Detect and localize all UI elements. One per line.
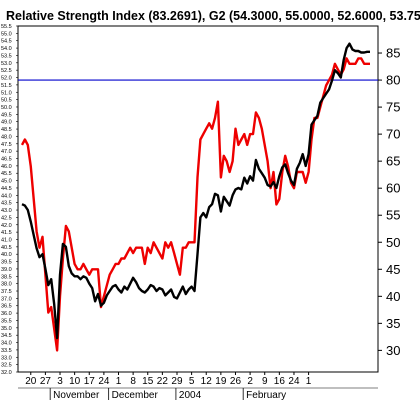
month-label: November: [53, 390, 100, 400]
left-tick-label: 38.5: [1, 274, 12, 280]
bottom-tick-label: 26: [230, 376, 242, 387]
left-tick-label: 35.0: [1, 326, 12, 332]
left-tick-label: 45.5: [1, 171, 12, 177]
left-tick-label: 44.0: [1, 193, 12, 199]
bottom-tick-label: 5: [189, 376, 195, 387]
bottom-tick-label: 1: [306, 376, 312, 387]
chart-title: Relative Strength Index (83.2691), G2 (5…: [6, 9, 420, 23]
bottom-tick-label: 16: [274, 376, 286, 387]
left-tick-label: 47.5: [1, 142, 12, 148]
left-tick-label: 44.5: [1, 186, 12, 192]
left-tick-label: 32.5: [1, 363, 12, 369]
left-tick-label: 55.5: [1, 24, 12, 30]
left-tick-label: 33.0: [1, 355, 12, 361]
left-tick-label: 35.5: [1, 318, 12, 324]
left-tick-label: 54.0: [1, 46, 12, 52]
left-tick-label: 32.0: [1, 370, 12, 376]
right-tick-label: 70: [386, 127, 400, 142]
right-tick-label: 45: [386, 262, 400, 277]
left-tick-label: 50.5: [1, 98, 12, 104]
left-tick-label: 47.0: [1, 149, 12, 155]
left-tick-label: 37.5: [1, 289, 12, 295]
left-tick-label: 51.5: [1, 83, 12, 89]
left-tick-label: 38.0: [1, 282, 12, 288]
bottom-tick-label: 15: [142, 376, 154, 387]
right-tick-label: 30: [386, 343, 400, 358]
right-tick-label: 65: [386, 154, 400, 169]
bottom-tick-label: 19: [215, 376, 227, 387]
left-tick-label: 40.0: [1, 252, 12, 258]
bottom-axis: 20 27 3 10 17 24 1 8 15 22 29 5 12 19 26 2 9 16 24 1Novembe…: [18, 372, 378, 401]
left-tick-label: 50.0: [1, 105, 12, 111]
bottom-tick-label: 29: [171, 376, 183, 387]
left-tick-label: 36.5: [1, 304, 12, 310]
left-tick-label: 43.0: [1, 208, 12, 214]
right-axis: 30 35 40 45 50 55 60 65 70 75 80 85: [378, 46, 400, 358]
left-tick-label: 46.5: [1, 157, 12, 163]
bottom-tick-label: 20: [25, 376, 37, 387]
left-tick-label: 46.0: [1, 164, 12, 170]
right-tick-label: 40: [386, 289, 400, 304]
left-tick-label: 53.5: [1, 53, 12, 59]
left-tick-label: 41.5: [1, 230, 12, 236]
bottom-tick-label: 10: [69, 376, 81, 387]
plot-area: [17, 25, 379, 373]
left-tick-label: 39.5: [1, 260, 12, 266]
left-tick-label: 42.5: [1, 215, 12, 221]
right-tick-label: 50: [386, 235, 400, 250]
left-tick-label: 48.0: [1, 134, 12, 140]
left-tick-label: 51.0: [1, 90, 12, 96]
left-tick-label: 41.0: [1, 237, 12, 243]
left-tick-label: 48.5: [1, 127, 12, 133]
left-tick-label: 54.5: [1, 39, 12, 45]
bottom-tick-label: 1: [116, 376, 122, 387]
bottom-tick-label: 27: [40, 376, 52, 387]
bottom-tick-label: 24: [288, 376, 300, 387]
month-label: February: [246, 390, 286, 400]
month-label: 2004: [179, 390, 202, 400]
bottom-tick-label: 22: [157, 376, 169, 387]
left-tick-label: 40.5: [1, 245, 12, 251]
bottom-tick-label: 9: [262, 376, 268, 387]
left-tick-label: 43.5: [1, 201, 12, 207]
bottom-tick-label: 24: [98, 376, 110, 387]
bottom-tick-label: 2: [247, 376, 253, 387]
bottom-tick-label: 3: [57, 376, 63, 387]
right-tick-label: 75: [386, 100, 400, 115]
bottom-tick-label: 17: [84, 376, 96, 387]
left-tick-label: 49.5: [1, 112, 12, 118]
month-label: December: [112, 390, 159, 400]
left-tick-label: 39.0: [1, 267, 12, 273]
left-tick-label: 34.0: [1, 341, 12, 347]
series-line-1: [21, 42, 370, 340]
left-axis: 32.032.5 33.033.534.0 34.535.0 35.536.036.5…: [1, 24, 18, 376]
bottom-tick-label: 12: [201, 376, 213, 387]
right-tick-label: 80: [386, 73, 400, 88]
left-tick-label: 36.0: [1, 311, 12, 317]
left-tick-label: 33.5: [1, 348, 12, 354]
bottom-tick-label: 8: [130, 376, 136, 387]
left-tick-label: 34.5: [1, 333, 12, 339]
right-tick-label: 85: [386, 46, 400, 61]
left-tick-label: 53.0: [1, 61, 12, 67]
left-tick-label: 49.0: [1, 120, 12, 126]
left-tick-label: 45.0: [1, 179, 12, 185]
right-tick-label: 55: [386, 208, 400, 223]
left-tick-label: 52.0: [1, 76, 12, 82]
left-tick-label: 42.0: [1, 223, 12, 229]
plot-frame: [17, 25, 379, 373]
left-tick-label: 52.5: [1, 68, 12, 74]
right-tick-label: 60: [386, 181, 400, 196]
right-tick-label: 35: [386, 316, 400, 331]
series-line-0: [20, 57, 370, 352]
left-tick-label: 37.0: [1, 296, 12, 302]
left-tick-label: 55.0: [1, 31, 12, 37]
